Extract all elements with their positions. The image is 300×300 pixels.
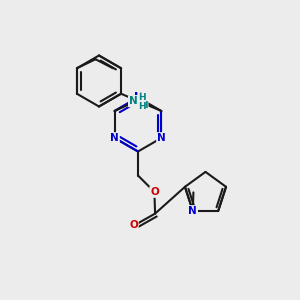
Text: N: N	[129, 96, 138, 106]
Text: N: N	[134, 92, 142, 103]
Text: N: N	[110, 133, 119, 143]
Text: N: N	[188, 206, 197, 216]
Text: H: H	[140, 101, 148, 110]
Text: H: H	[138, 102, 146, 111]
Text: N: N	[131, 96, 140, 106]
Text: O: O	[150, 187, 159, 197]
Text: O: O	[129, 220, 138, 230]
Text: N: N	[157, 133, 166, 143]
Text: H: H	[138, 93, 146, 102]
